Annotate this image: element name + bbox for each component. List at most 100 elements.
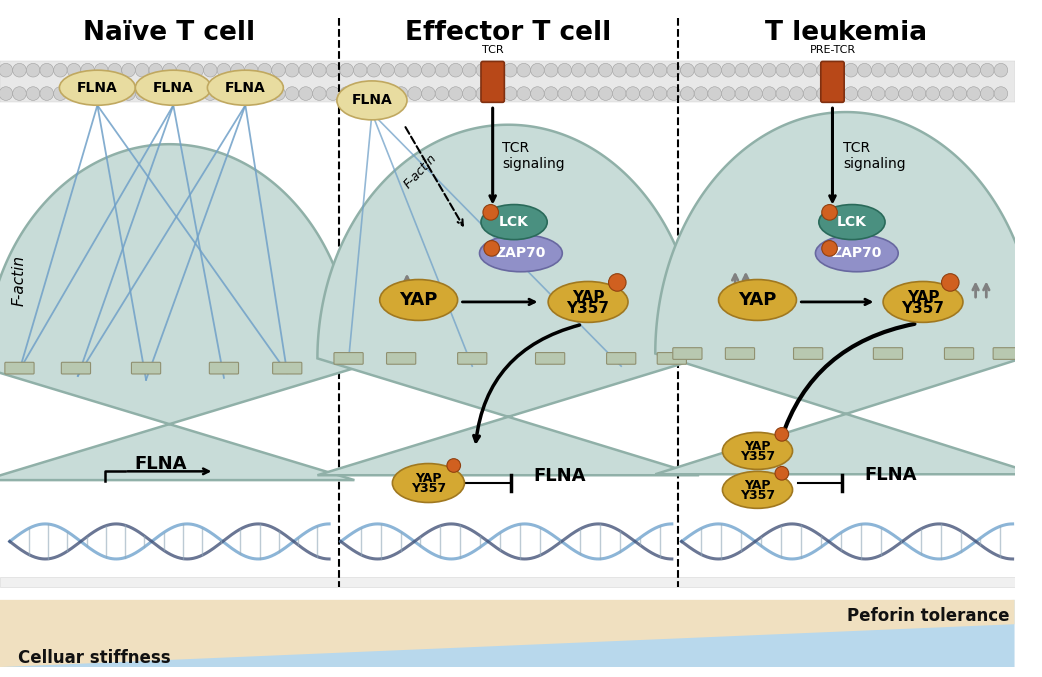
Circle shape bbox=[122, 87, 135, 100]
Circle shape bbox=[490, 87, 503, 100]
Circle shape bbox=[122, 64, 135, 77]
Circle shape bbox=[735, 64, 749, 77]
Circle shape bbox=[830, 64, 844, 77]
Circle shape bbox=[680, 64, 694, 77]
Text: YAP: YAP bbox=[415, 472, 442, 485]
Circle shape bbox=[422, 64, 436, 77]
Circle shape bbox=[749, 87, 763, 100]
Circle shape bbox=[258, 64, 272, 77]
Circle shape bbox=[735, 87, 749, 100]
Circle shape bbox=[26, 64, 40, 77]
Circle shape bbox=[203, 64, 217, 77]
Circle shape bbox=[926, 64, 940, 77]
Circle shape bbox=[790, 64, 803, 77]
Circle shape bbox=[53, 64, 67, 77]
Circle shape bbox=[557, 87, 571, 100]
Circle shape bbox=[803, 87, 817, 100]
Circle shape bbox=[340, 64, 353, 77]
Text: YAP: YAP bbox=[572, 290, 604, 305]
Text: PRE-TCR: PRE-TCR bbox=[810, 45, 855, 55]
Ellipse shape bbox=[722, 471, 793, 508]
Circle shape bbox=[626, 87, 640, 100]
Circle shape bbox=[981, 87, 994, 100]
Circle shape bbox=[667, 64, 680, 77]
FancyBboxPatch shape bbox=[944, 348, 973, 359]
Text: FLNA: FLNA bbox=[77, 81, 118, 95]
Circle shape bbox=[653, 64, 667, 77]
Circle shape bbox=[571, 64, 586, 77]
Circle shape bbox=[245, 87, 258, 100]
FancyBboxPatch shape bbox=[387, 353, 416, 364]
FancyBboxPatch shape bbox=[5, 362, 34, 374]
Circle shape bbox=[176, 64, 190, 77]
Circle shape bbox=[981, 64, 994, 77]
Circle shape bbox=[721, 64, 735, 77]
Text: YAP: YAP bbox=[744, 479, 771, 492]
Circle shape bbox=[898, 87, 913, 100]
Bar bbox=[0, 62, 1015, 102]
Circle shape bbox=[353, 64, 367, 77]
FancyBboxPatch shape bbox=[536, 353, 565, 364]
Circle shape bbox=[272, 64, 286, 77]
FancyBboxPatch shape bbox=[658, 353, 687, 364]
Circle shape bbox=[926, 87, 940, 100]
Text: YAP: YAP bbox=[739, 291, 776, 309]
Circle shape bbox=[163, 87, 176, 100]
Ellipse shape bbox=[481, 204, 547, 240]
Polygon shape bbox=[0, 600, 1015, 667]
Circle shape bbox=[163, 64, 176, 77]
Circle shape bbox=[245, 64, 258, 77]
Circle shape bbox=[640, 87, 653, 100]
Circle shape bbox=[40, 64, 53, 77]
Circle shape bbox=[299, 64, 313, 77]
Circle shape bbox=[217, 87, 230, 100]
Text: Y357: Y357 bbox=[567, 301, 610, 315]
Circle shape bbox=[476, 64, 490, 77]
Circle shape bbox=[135, 64, 149, 77]
FancyBboxPatch shape bbox=[131, 362, 160, 374]
Circle shape bbox=[258, 87, 272, 100]
Circle shape bbox=[817, 87, 830, 100]
Circle shape bbox=[721, 87, 735, 100]
Circle shape bbox=[613, 87, 626, 100]
Circle shape bbox=[67, 87, 81, 100]
Circle shape bbox=[81, 87, 95, 100]
Ellipse shape bbox=[548, 282, 628, 322]
FancyBboxPatch shape bbox=[273, 362, 302, 374]
Ellipse shape bbox=[884, 282, 963, 322]
Circle shape bbox=[190, 64, 203, 77]
Text: T leukemia: T leukemia bbox=[765, 20, 927, 45]
Circle shape bbox=[967, 87, 981, 100]
Circle shape bbox=[749, 64, 763, 77]
Circle shape bbox=[694, 87, 708, 100]
Ellipse shape bbox=[207, 70, 283, 105]
Circle shape bbox=[149, 64, 163, 77]
Circle shape bbox=[408, 64, 422, 77]
Circle shape bbox=[95, 64, 108, 77]
FancyBboxPatch shape bbox=[606, 353, 636, 364]
Circle shape bbox=[95, 87, 108, 100]
Circle shape bbox=[940, 64, 953, 77]
Circle shape bbox=[0, 87, 13, 100]
FancyBboxPatch shape bbox=[334, 353, 364, 364]
Text: FLNA: FLNA bbox=[865, 466, 917, 484]
Circle shape bbox=[13, 64, 26, 77]
Circle shape bbox=[898, 64, 913, 77]
Circle shape bbox=[149, 87, 163, 100]
Circle shape bbox=[394, 87, 408, 100]
Circle shape bbox=[994, 87, 1008, 100]
Text: LCK: LCK bbox=[837, 215, 867, 229]
Circle shape bbox=[822, 204, 838, 220]
Circle shape bbox=[447, 459, 461, 473]
Circle shape bbox=[844, 64, 858, 77]
Circle shape bbox=[326, 64, 340, 77]
Circle shape bbox=[942, 274, 959, 291]
Circle shape bbox=[463, 87, 476, 100]
Circle shape bbox=[0, 64, 13, 77]
Circle shape bbox=[367, 64, 380, 77]
Ellipse shape bbox=[379, 280, 457, 320]
FancyBboxPatch shape bbox=[673, 348, 702, 359]
Ellipse shape bbox=[393, 464, 465, 502]
Circle shape bbox=[599, 87, 613, 100]
Polygon shape bbox=[0, 600, 1015, 667]
